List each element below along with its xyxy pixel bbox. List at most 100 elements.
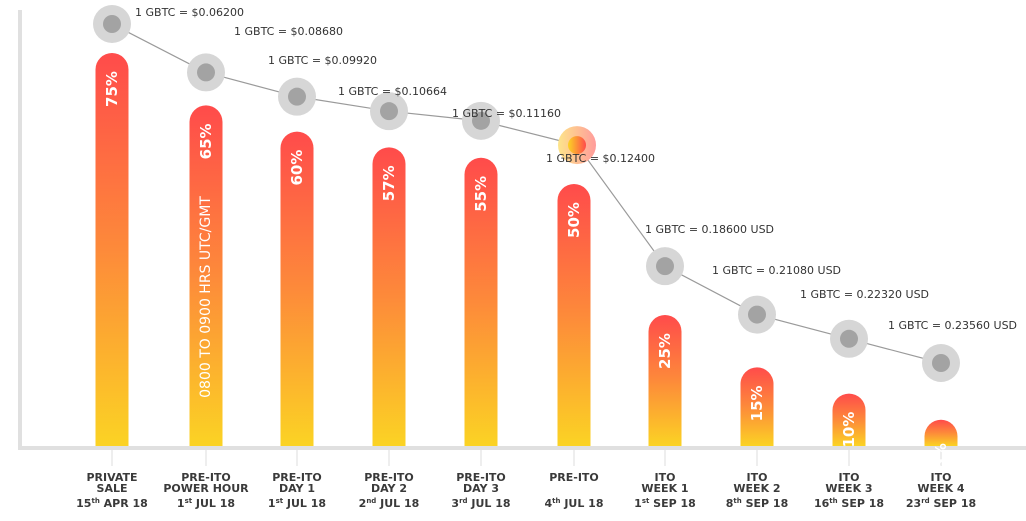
- marker-dot: [197, 63, 215, 82]
- bar: [372, 147, 406, 447]
- y-axis-line: [18, 10, 22, 450]
- bar: [557, 184, 591, 447]
- category-line2: SALE: [97, 482, 128, 495]
- x-tick: [111, 450, 113, 466]
- category-line2: WEEK 1: [641, 482, 688, 495]
- category-date: 16th SEP 18: [814, 497, 884, 510]
- bar-value-label: 57%: [380, 165, 398, 201]
- category-line2: WEEK 2: [733, 482, 780, 495]
- price-line: [111, 23, 942, 364]
- category-line1: PRE-ITO: [456, 471, 506, 484]
- x-tick: [848, 450, 850, 466]
- category-date: 3rd JUL 18: [451, 497, 510, 510]
- bar-value-label: 50%: [565, 202, 583, 238]
- marker-dot: [656, 257, 674, 276]
- bar-value-label: 75%: [103, 71, 121, 107]
- x-tick: [664, 450, 666, 466]
- category-date: 23rd SEP 18: [906, 497, 976, 510]
- price-marker: [370, 92, 408, 131]
- bar: [924, 419, 958, 446]
- category-line1: PRE-ITO: [364, 471, 414, 484]
- axes: [18, 10, 1026, 466]
- price-marker: [922, 344, 960, 382]
- price-marker: [187, 53, 225, 92]
- bar-value-label: 10%: [840, 412, 858, 448]
- price-label: 1 GBTC = $0.10664: [338, 85, 447, 98]
- price-marker: [738, 295, 776, 334]
- category-line2: DAY 3: [463, 482, 499, 495]
- category-line2: DAY 1: [279, 482, 315, 495]
- price-labels: 1 GBTC = $0.06200 1 GBTC = $0.08680 1 GBTC…: [135, 6, 1017, 332]
- x-tick: [388, 450, 390, 466]
- marker-dot: [288, 87, 306, 106]
- bar: [280, 131, 314, 446]
- price-line-path: [111, 23, 942, 364]
- category-line1: ITO: [747, 471, 768, 484]
- price-markers: [93, 5, 960, 382]
- price-label: 1 GBTC = $0.06200: [135, 6, 244, 19]
- category-line1: ITO: [655, 471, 676, 484]
- bar: [464, 157, 498, 447]
- category-date: 15th APR 18: [76, 497, 148, 510]
- category-date: 1st SEP 18: [634, 497, 696, 510]
- price-marker: [646, 247, 684, 286]
- bar: [648, 315, 682, 446]
- bar-value-label: 15%: [748, 385, 766, 421]
- category-date: 8th SEP 18: [726, 497, 788, 510]
- category-date: 1st JUL 18: [177, 497, 235, 510]
- x-tick: [940, 450, 942, 466]
- price-marker: [278, 77, 316, 116]
- price-label: 1 GBTC = 0.23560 USD: [888, 319, 1017, 332]
- price-label: 1 GBTC = 0.21080 USD: [712, 264, 841, 277]
- marker-dot: [748, 305, 766, 324]
- marker-dot: [568, 136, 586, 155]
- category-line1: PRIVATE: [86, 471, 137, 484]
- price-label: 1 GBTC = 0.22320 USD: [800, 288, 929, 301]
- category-date: 1st JUL 18: [268, 497, 326, 510]
- category-line2: WEEK 4: [917, 482, 965, 495]
- bar-value-label: 25%: [656, 333, 674, 369]
- x-tick: [480, 450, 482, 466]
- category-line1: PRE-ITO: [549, 471, 599, 484]
- bar: [189, 105, 223, 447]
- x-tick: [296, 450, 298, 466]
- x-tick: [756, 450, 758, 466]
- marker-dot: [932, 354, 950, 372]
- category-label: PRE-ITO 4th JUL 18: [544, 471, 603, 510]
- x-tick: [573, 450, 575, 466]
- price-marker: [93, 5, 131, 43]
- marker-dot: [472, 111, 490, 130]
- price-marker: [462, 101, 500, 140]
- bar-value-label: 60%: [288, 150, 306, 186]
- bar: [740, 367, 774, 446]
- marker-dot: [103, 15, 121, 33]
- price-marker: [830, 319, 868, 358]
- category-line2: WEEK 3: [825, 482, 872, 495]
- category-line1: PRE-ITO: [181, 471, 231, 484]
- price-label: 1 GBTC = $0.08680: [234, 25, 343, 38]
- bars: 75% 65% 60% 57% 55% 50% 25% 15% 10% 5% 0800 TO 090…: [95, 53, 958, 469]
- bar-annotation: 0800 TO 0900 HRS UTC/GMT: [198, 196, 214, 398]
- category-line1: PRE-ITO: [272, 471, 322, 484]
- marker-dot: [840, 329, 858, 348]
- category-line1: ITO: [839, 471, 860, 484]
- bar-value-label: 65%: [197, 123, 215, 159]
- x-tick: [205, 450, 207, 466]
- category-date: 4th JUL 18: [544, 497, 603, 510]
- category-line2: POWER HOUR: [163, 482, 249, 495]
- price-label: 1 GBTC = $0.11160: [452, 107, 561, 120]
- bar-value-label: 55%: [472, 176, 490, 212]
- bar: [832, 393, 866, 446]
- category-date: 2nd JUL 18: [359, 497, 420, 510]
